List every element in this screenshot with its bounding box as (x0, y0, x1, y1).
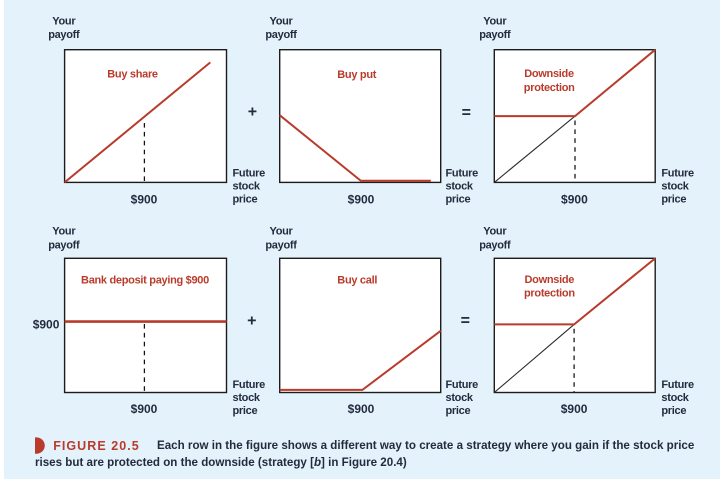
svg-text:price: price (661, 405, 686, 417)
svg-text:Future: Future (661, 167, 694, 179)
svg-text:Buy put: Buy put (337, 69, 376, 81)
svg-text:Buy call: Buy call (337, 274, 377, 286)
svg-text:stock: stock (446, 181, 474, 193)
svg-text:Your: Your (269, 225, 293, 237)
svg-text:Buy share: Buy share (107, 68, 158, 80)
svg-text:payoff: payoff (265, 239, 297, 251)
svg-text:Future: Future (233, 167, 266, 179)
svg-text:stock: stock (661, 392, 689, 404)
svg-text:stock: stock (233, 392, 261, 404)
svg-text:$900: $900 (131, 193, 158, 207)
svg-text:payoff: payoff (479, 239, 511, 251)
svg-text:$900: $900 (131, 402, 158, 416)
svg-text:Future: Future (661, 379, 694, 391)
svg-text:$900: $900 (348, 193, 375, 207)
svg-text:=: = (462, 105, 471, 122)
svg-text:Your: Your (483, 225, 507, 237)
svg-text:protection: protection (524, 82, 575, 94)
svg-text:Downside: Downside (525, 274, 575, 286)
svg-text:Your: Your (269, 16, 293, 28)
svg-text:price: price (446, 193, 471, 205)
svg-text:price: price (233, 193, 258, 205)
svg-text:stock: stock (661, 181, 689, 193)
svg-text:$900: $900 (561, 193, 588, 207)
svg-text:price: price (446, 405, 471, 417)
svg-text:price: price (233, 405, 258, 417)
svg-text:Future: Future (446, 167, 479, 179)
svg-text:Your: Your (52, 16, 76, 28)
svg-text:payoff: payoff (48, 239, 80, 251)
svg-text:Your: Your (52, 225, 76, 237)
svg-text:+: + (248, 104, 257, 121)
svg-text:stock: stock (233, 181, 261, 193)
svg-text:stock: stock (446, 392, 474, 404)
svg-text:+: + (247, 313, 256, 330)
svg-text:Future: Future (233, 379, 266, 391)
svg-text:Your: Your (483, 16, 507, 28)
svg-text:Downside: Downside (524, 68, 574, 80)
svg-text:=: = (461, 313, 470, 330)
svg-text:protection: protection (524, 288, 575, 300)
svg-text:price: price (661, 193, 686, 205)
svg-text:$900: $900 (33, 318, 60, 332)
svg-text:Future: Future (446, 379, 479, 391)
svg-text:payoff: payoff (48, 29, 80, 41)
svg-text:payoff: payoff (265, 29, 297, 41)
svg-text:$900: $900 (348, 402, 375, 416)
svg-text:Bank deposit paying $900: Bank deposit paying $900 (81, 274, 209, 286)
svg-text:payoff: payoff (479, 29, 511, 41)
svg-text:$900: $900 (561, 402, 588, 416)
